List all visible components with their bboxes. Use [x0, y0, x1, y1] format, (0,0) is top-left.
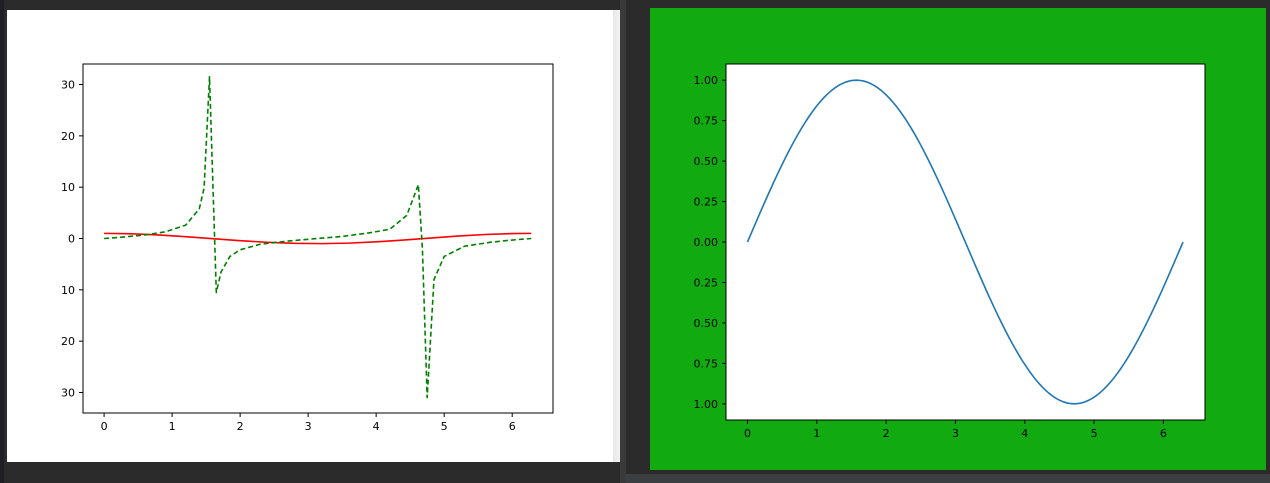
left-xtick-label: 1: [169, 420, 176, 433]
left-ytick-label: 20: [61, 335, 75, 348]
right-xtick-label: 1: [813, 427, 820, 440]
right-ytick-label: 0.75: [694, 115, 719, 128]
right-ytick-label: 0.25: [694, 276, 719, 289]
right-plot-window: 0 1 2 3 4 5 6 1.00 0.75 0.50 0.25 0.00 0.25 0.50 0.75 1…: [650, 8, 1266, 470]
left-ytick-label: 0: [68, 233, 75, 246]
window-edge-shadow: [613, 10, 621, 462]
right-xtick-label: 2: [883, 427, 890, 440]
right-ytick-label: 0.25: [694, 196, 719, 209]
left-xtick-label: 2: [237, 420, 244, 433]
left-ytick-label: 10: [61, 181, 75, 194]
right-ytick-label: 0.00: [694, 236, 719, 249]
left-xtick-label: 3: [305, 420, 312, 433]
right-xtick-label: 6: [1160, 427, 1167, 440]
right-ytick-label: 1.00: [694, 398, 719, 411]
right-ytick-label: 0.75: [694, 357, 719, 370]
left-xtick-label: 0: [101, 420, 108, 433]
right-ytick-label: 1.00: [694, 74, 719, 87]
right-ytick-label: 0.50: [694, 155, 719, 168]
right-xtick-label: 4: [1021, 427, 1028, 440]
left-edge-strip: [0, 0, 4, 483]
right-xtick-label: 0: [744, 427, 751, 440]
right-xtick-label: 5: [1091, 427, 1098, 440]
left-ytick-label: 10: [61, 284, 75, 297]
right-series-solid-line: [746, 79, 1184, 405]
left-ytick-label: 30: [61, 79, 75, 92]
left-series-solid-line: [104, 232, 532, 245]
left-plot-window: 0 1 2 3 4 5 6 30 20 10 0 10 20 30: [7, 10, 621, 462]
right-ytick-label: 0.50: [694, 317, 719, 330]
left-chart: 0 1 2 3 4 5 6 30 20 10 0 10 20 30: [61, 63, 554, 433]
left-axes-frame: [82, 63, 554, 414]
left-ytick-label: 30: [61, 386, 75, 399]
bottom-status-bar: [626, 474, 1270, 483]
window-divider[interactable]: [620, 0, 626, 483]
left-xtick-label: 5: [441, 420, 448, 433]
right-xtick-label: 3: [952, 427, 959, 440]
left-ytick-label: 20: [61, 130, 75, 143]
left-xtick-label: 4: [373, 420, 380, 433]
right-chart: 0 1 2 3 4 5 6 1.00 0.75 0.50 0.25 0.00 0.25 0.50 0.75 1…: [694, 63, 1206, 440]
left-series-dashed-line: [104, 76, 532, 399]
left-xtick-label: 6: [509, 420, 516, 433]
